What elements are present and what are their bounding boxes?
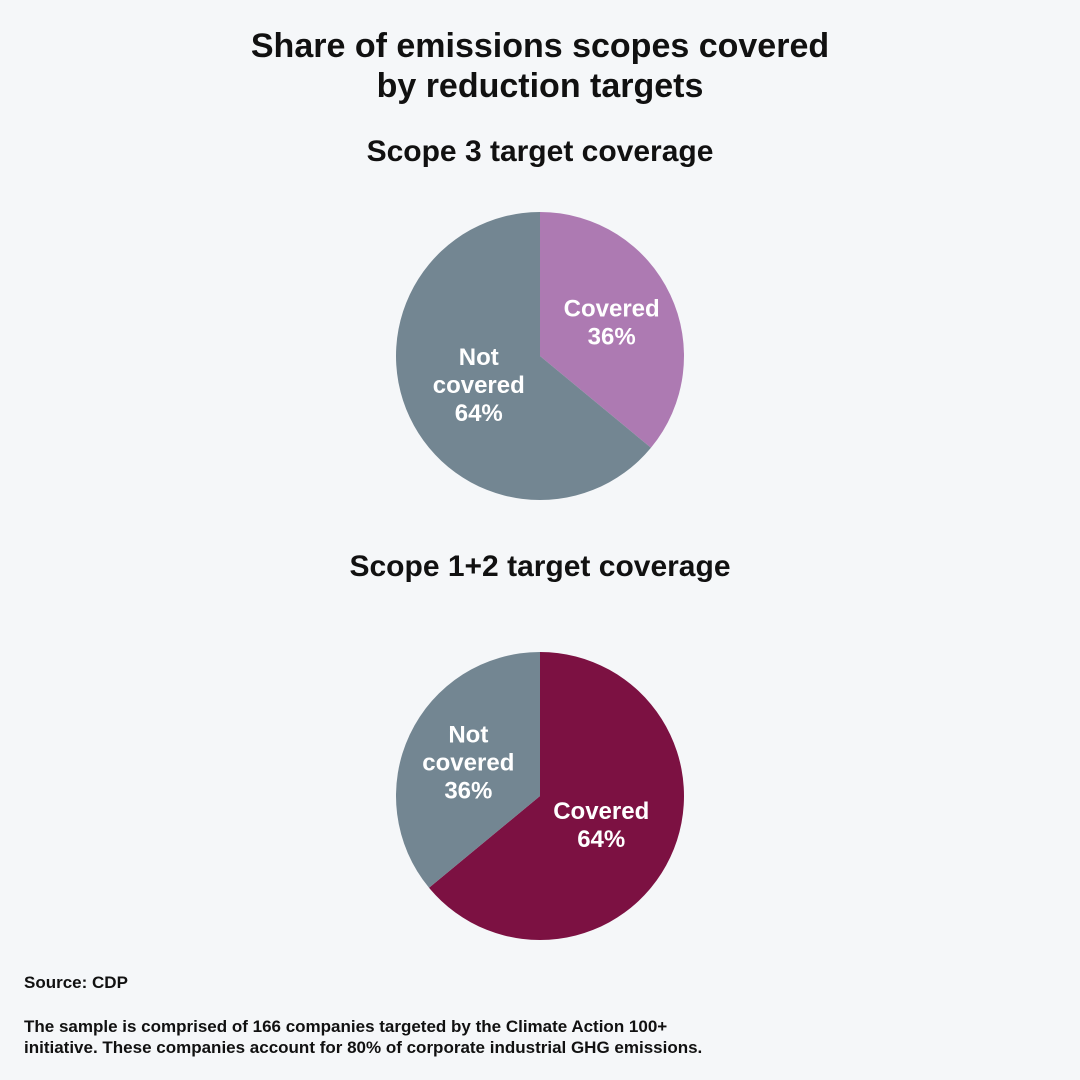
scope3-chart-title: Scope 3 target coverage: [366, 135, 714, 168]
footnote-line-1: The sample is comprised of 166 companies…: [24, 1017, 668, 1036]
scope12-slice-label-covered: Covered 64%: [553, 798, 649, 853]
scope12-chart-title: Scope 1+2 target coverage: [349, 550, 731, 583]
scope12-slice-not-covered: [395, 652, 540, 888]
scope3-slice-label-not-covered: Not covered 64%: [433, 344, 525, 427]
scope3-slice-not-covered: [396, 212, 651, 501]
chart-main-title: Share of emissions scopes covered by red…: [0, 26, 1080, 106]
scope3-slice-label-covered: Covered 36%: [564, 295, 660, 350]
main-title-line-2: by reduction targets: [376, 67, 704, 105]
source-note: Source: CDP: [24, 973, 128, 992]
scope3-slice-covered: [540, 212, 684, 448]
main-title-line-1: Share of emissions scopes covered: [250, 27, 830, 65]
footnote-line-2: initiative. These companies account for …: [24, 1038, 703, 1057]
scope12-slice-covered: [429, 652, 684, 940]
scope3-pie-chart: Covered 36% Not covered 64%: [396, 212, 684, 501]
scope12-pie-chart: Covered 64% Not covered 36%: [395, 652, 684, 940]
sample-footnote: The sample is comprised of 166 companies…: [24, 1016, 784, 1058]
scope12-slice-label-not-covered: Not covered 36%: [422, 721, 514, 804]
